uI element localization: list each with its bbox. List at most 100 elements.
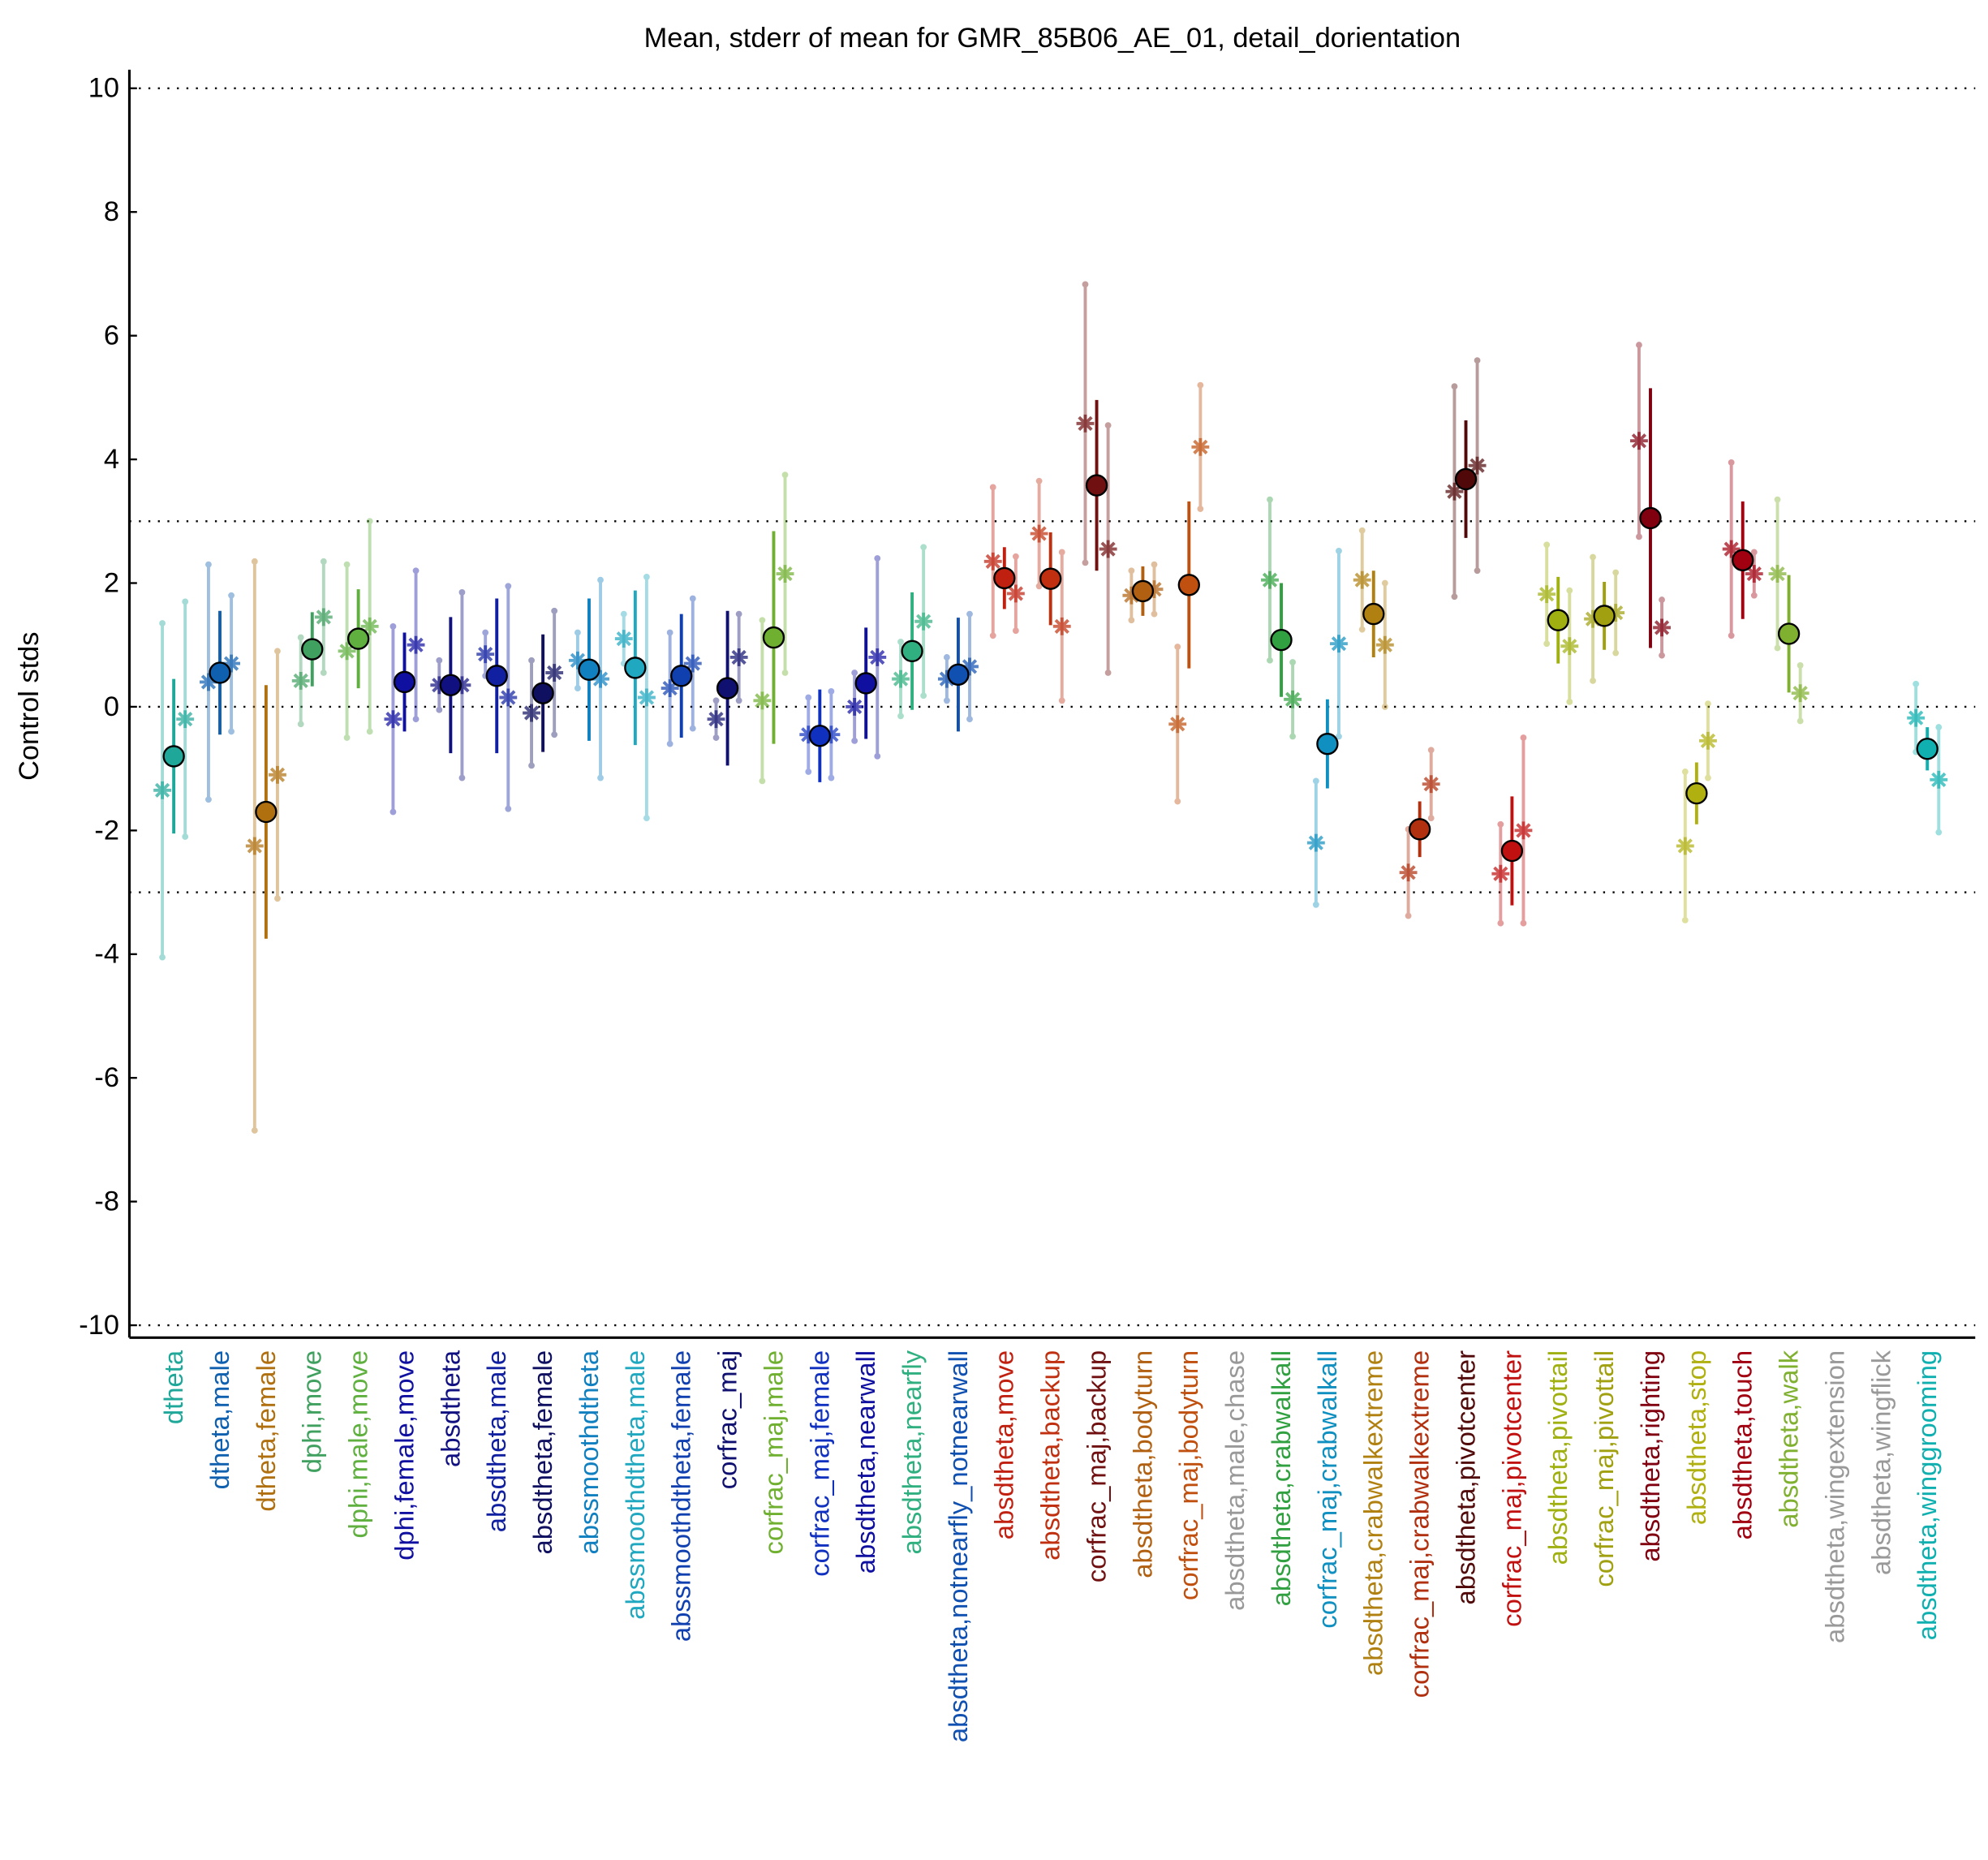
y-tick-label: 10 (88, 73, 119, 104)
error-cap (1151, 610, 1158, 618)
error-cap (551, 607, 558, 614)
mean-marker (854, 672, 877, 695)
star-marker (776, 565, 794, 583)
x-tick-label: absdtheta,male,chase (1220, 1350, 1250, 1611)
error-cap (1543, 541, 1551, 549)
x-tick-label: corfrac_maj,bodyturn (1173, 1350, 1203, 1600)
mean-group (1916, 727, 1939, 771)
star-marker (1076, 414, 1095, 433)
error-cap (1104, 670, 1112, 676)
x-tick-label: abssmoothdtheta,female (666, 1350, 696, 1642)
star-marker (1353, 570, 1371, 589)
star-marker (1653, 618, 1671, 637)
error-cap (897, 638, 904, 645)
error-cap (666, 629, 673, 636)
error-cap (159, 620, 166, 626)
mean-group (485, 598, 508, 754)
mean-group (209, 610, 231, 735)
star-marker (200, 673, 217, 691)
y-tick-label: 4 (104, 444, 119, 475)
error-cap (1151, 561, 1158, 568)
y-tick-label: 6 (104, 321, 119, 351)
error-cap (1750, 549, 1758, 556)
error-cap (1012, 627, 1019, 635)
mean-group (1177, 501, 1200, 669)
x-tick-label: absdtheta,nearwall (850, 1350, 880, 1574)
error-cap (966, 610, 973, 618)
error-cap (251, 558, 258, 565)
mean-marker (901, 639, 923, 663)
x-tick-label: dtheta (158, 1350, 188, 1424)
mean-group (531, 634, 554, 752)
mean-marker (1316, 732, 1339, 756)
star-marker (1676, 837, 1694, 855)
error-cap (297, 634, 304, 641)
x-tick-label: absdtheta,bodyturn (1127, 1350, 1157, 1578)
star-marker (269, 765, 286, 784)
error-cap (458, 774, 466, 781)
error-cap (1797, 661, 1804, 669)
mean-marker (1732, 549, 1754, 571)
mean-group (1454, 420, 1478, 538)
mean-group (1685, 762, 1708, 825)
star-marker (1422, 775, 1440, 794)
error-cap (1659, 652, 1665, 659)
error-cap (1497, 820, 1504, 828)
mean-marker (578, 658, 600, 681)
error-cap (1774, 496, 1781, 503)
error-cap (436, 706, 443, 713)
y-tick-label: -10 (79, 1310, 119, 1341)
error-cap (528, 657, 535, 664)
error-cap (1543, 640, 1551, 648)
star-marker (1722, 540, 1741, 558)
y-tick-label: -4 (94, 939, 119, 970)
error-cap (320, 670, 327, 676)
star-marker (1607, 604, 1625, 622)
mean-marker (808, 725, 832, 747)
error-cap (505, 805, 512, 812)
error-cap (759, 777, 766, 785)
error-cap (297, 721, 304, 728)
star-marker (1399, 863, 1418, 882)
x-tick-label: absdtheta,female (527, 1350, 557, 1555)
y-tick-label: 2 (104, 567, 119, 598)
y-axis-label: Control stds (14, 632, 45, 781)
x-tick-label: corfrac_maj,crabwalkall (1312, 1350, 1342, 1629)
mean-marker (762, 626, 785, 649)
mean-group (1500, 796, 1524, 906)
x-tick-label: absdtheta,notnearfly_notnearwall (943, 1350, 973, 1742)
x-tick-label: absdtheta,walk (1774, 1350, 1804, 1527)
star-marker (892, 670, 910, 688)
error-cap (1289, 733, 1297, 740)
error-cap (182, 598, 189, 605)
star-marker (407, 635, 425, 654)
error-cap (1612, 649, 1620, 657)
error-cap (436, 657, 443, 664)
x-tick-label: dphi,move (297, 1350, 327, 1473)
error-cap (759, 617, 766, 624)
error-cap (274, 895, 281, 902)
error-cap (920, 544, 927, 551)
star-marker (1745, 565, 1763, 583)
star-marker (1491, 864, 1510, 883)
star-marker (222, 654, 241, 673)
star-marker (1907, 708, 1926, 727)
x-tick-label: corfrac_maj,male (758, 1350, 788, 1555)
star-marker (868, 648, 887, 666)
star-marker (1468, 456, 1487, 475)
mean-marker (162, 745, 185, 768)
mean-marker (1777, 622, 1801, 645)
mean-marker (1270, 628, 1293, 652)
x-tick-label: corfrac_maj,backup (1081, 1350, 1111, 1582)
error-cap (781, 471, 789, 479)
error-cap (1035, 477, 1043, 484)
x-tick-label: dphi,female,move (389, 1350, 419, 1561)
error-cap (943, 697, 950, 704)
mean-group (1131, 566, 1155, 616)
star-marker (1261, 570, 1279, 589)
star-marker (822, 725, 841, 744)
mean-group (162, 678, 185, 834)
star-marker (360, 617, 379, 635)
star-marker (1330, 635, 1348, 653)
